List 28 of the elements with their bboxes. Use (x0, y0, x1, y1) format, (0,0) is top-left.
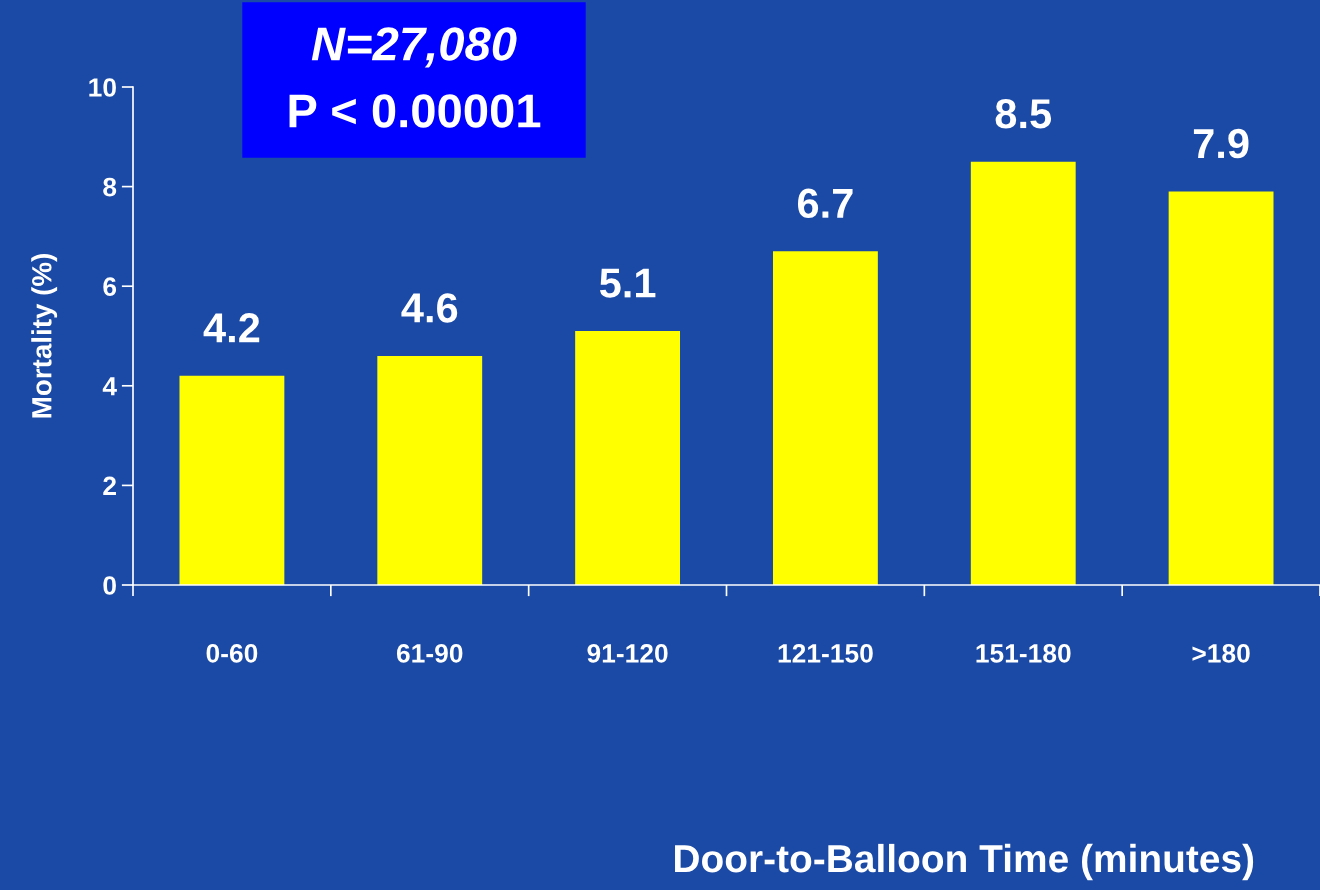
bar (970, 161, 1076, 585)
data-label: 4.6 (401, 293, 458, 323)
data-label: 7.9 (1193, 128, 1249, 159)
x-tick-label: >180 (1192, 644, 1250, 663)
x-axis-title: Door-to-Balloon Time (minutes) (675, 843, 1254, 881)
y-tick-label: 2 (103, 476, 116, 495)
bar (179, 375, 285, 585)
bar (1168, 191, 1274, 585)
data-label: 6.7 (797, 188, 853, 219)
text: N=27,080 (311, 27, 517, 68)
bar (575, 331, 681, 585)
data-label: 4.2 (203, 313, 260, 343)
x-tick-label: 121-150 (778, 644, 873, 663)
x-tick-label: 61-90 (396, 644, 463, 663)
y-tick-label: 0 (103, 576, 116, 595)
x-tick-label: 151-180 (976, 644, 1071, 663)
y-tick-label: 4 (102, 377, 117, 396)
y-tick-label: 8 (103, 177, 117, 197)
bar (772, 251, 878, 585)
y-axis-title: Mortality (%) (31, 254, 58, 418)
data-label: 5.1 (599, 268, 656, 298)
y-tick-label: 6 (103, 277, 117, 297)
bar (377, 355, 483, 585)
data-label: 8.5 (995, 98, 1052, 129)
x-tick-label: 91-120 (587, 644, 668, 663)
x-tick-label: 0-60 (206, 644, 258, 663)
annotation: P < 0.00001 (289, 94, 541, 128)
y-tick-label: 10 (89, 78, 116, 97)
